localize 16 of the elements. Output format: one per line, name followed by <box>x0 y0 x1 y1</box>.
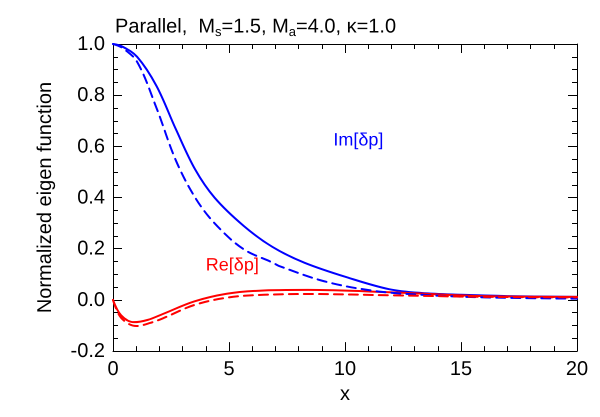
y-tick-label: 1.0 <box>77 33 105 55</box>
y-tick-label: 0.0 <box>77 288 105 311</box>
x-tick-label: 10 <box>334 358 356 380</box>
x-tick-label: 20 <box>566 358 588 380</box>
x-tick-label: 0 <box>107 358 119 380</box>
annotation: Re[δp] <box>206 254 259 275</box>
x-tick-label: 15 <box>450 358 472 380</box>
y-tick-label: 0.4 <box>77 186 105 209</box>
annotation: Im[δp] <box>333 129 384 150</box>
y-tick-label: 0.8 <box>77 84 105 106</box>
y-tick-label: 0.6 <box>77 135 105 158</box>
y-tick-label: -0.2 <box>70 340 105 362</box>
y-axis-title: Normalized eigen function <box>34 82 56 314</box>
x-tick-label: 5 <box>223 358 235 380</box>
y-tick-label: 0.2 <box>77 238 105 260</box>
x-axis-title: x <box>340 383 350 405</box>
